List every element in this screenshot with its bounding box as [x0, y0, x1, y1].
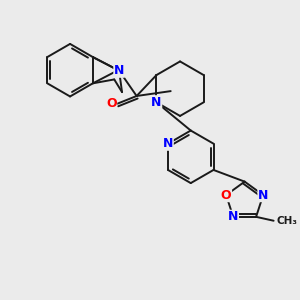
Text: N: N [151, 96, 162, 109]
Text: N: N [228, 210, 238, 223]
Text: O: O [106, 97, 117, 110]
Text: N: N [114, 64, 124, 77]
Text: N: N [163, 137, 173, 150]
Text: N: N [258, 189, 268, 202]
Text: CH₃: CH₃ [277, 216, 298, 226]
Text: O: O [221, 189, 231, 202]
